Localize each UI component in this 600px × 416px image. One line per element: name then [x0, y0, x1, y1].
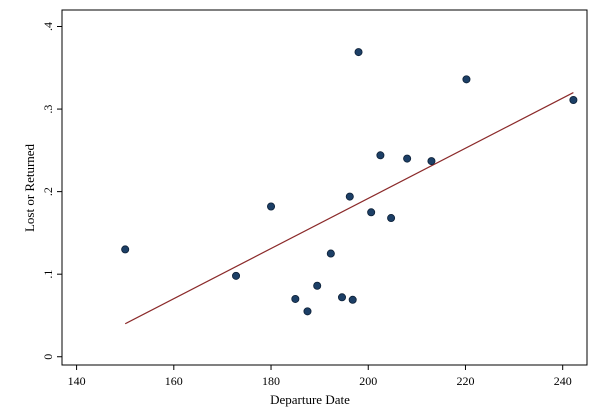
y-tick-label: .1	[41, 270, 55, 279]
data-point	[313, 281, 322, 290]
data-point	[387, 214, 396, 223]
plot-area	[61, 9, 588, 366]
y-tick-label: .3	[41, 105, 55, 114]
data-point	[427, 157, 436, 166]
data-point	[337, 293, 346, 302]
x-axis-ticks: 140 160 180 200 220 240	[68, 365, 572, 388]
y-axis-ticks: 0 .1 .2 .3 .4	[41, 22, 62, 360]
data-point	[267, 202, 276, 211]
data-points	[121, 48, 578, 316]
y-tick-label: .2	[41, 187, 55, 196]
x-tick-label: 200	[359, 374, 377, 388]
data-point	[232, 271, 241, 280]
x-axis-title: Departure Date	[270, 392, 350, 407]
data-point	[376, 151, 385, 160]
data-point	[367, 208, 376, 217]
x-tick-label: 180	[262, 374, 280, 388]
y-tick-label: 0	[41, 354, 55, 360]
data-point	[569, 95, 578, 104]
x-tick-label: 220	[456, 374, 474, 388]
data-point	[462, 75, 471, 84]
data-point	[354, 48, 363, 57]
data-point	[345, 192, 354, 201]
data-point	[403, 154, 412, 163]
data-point	[303, 307, 312, 316]
x-tick-label: 140	[68, 374, 86, 388]
y-tick-label: .4	[41, 22, 55, 31]
data-point	[348, 295, 357, 304]
data-point	[121, 245, 130, 254]
data-point	[291, 294, 300, 303]
x-tick-label: 160	[165, 374, 183, 388]
x-tick-label: 240	[554, 374, 572, 388]
data-point	[326, 249, 335, 258]
y-axis-title: Lost or Returned	[22, 143, 37, 232]
fit-line	[124, 92, 574, 325]
